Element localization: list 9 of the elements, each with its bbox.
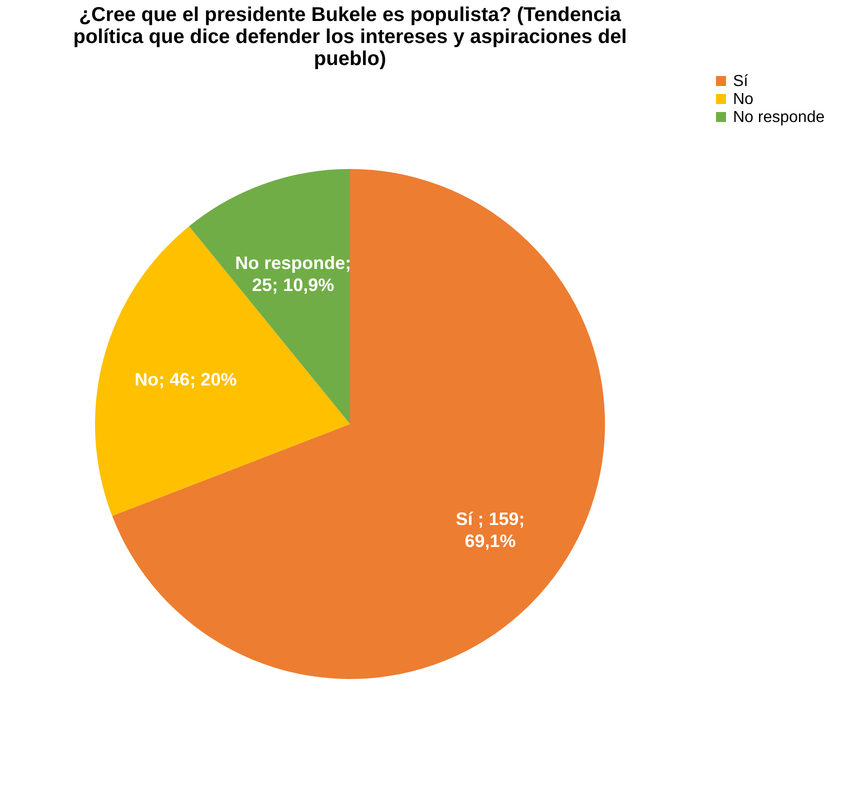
data-label: Sí ; 159; 69,1% (456, 509, 525, 552)
data-label: No; 46; 20% (134, 369, 237, 390)
chart-title: ¿Cree que el presidente Bukele es populista? (Tendencia política que dice defender los intereses y aspiraciones del pueblo) (73, 4, 627, 70)
legend-label: No (733, 91, 754, 108)
legend-label: No responde (733, 109, 825, 126)
data-label: No responde; 25; 10,9% (235, 252, 352, 295)
pie-slice (112, 169, 605, 679)
pie-slice (95, 226, 350, 516)
legend-label: Sí (733, 73, 749, 90)
